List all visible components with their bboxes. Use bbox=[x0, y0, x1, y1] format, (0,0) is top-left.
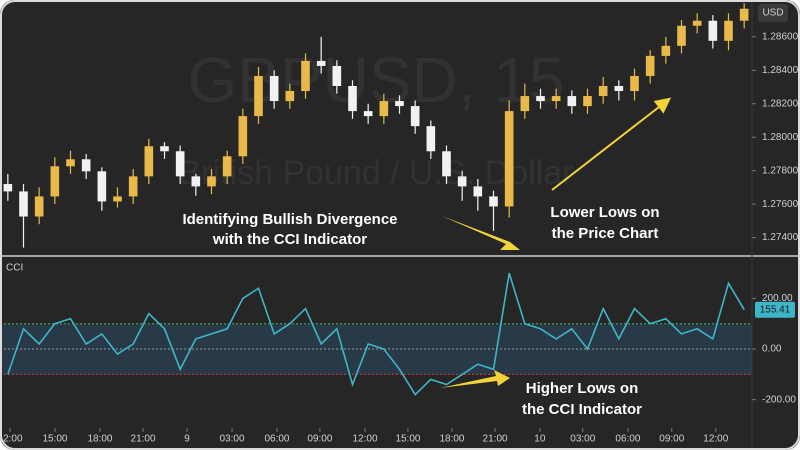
candle-body bbox=[113, 196, 122, 202]
candle-body bbox=[489, 196, 498, 207]
candle-body bbox=[238, 116, 248, 157]
candle-body bbox=[34, 196, 44, 217]
y-tick-label: 1.28400 bbox=[762, 65, 799, 76]
x-tick-label: 12:00 bbox=[703, 434, 728, 445]
candle-body bbox=[410, 106, 420, 127]
x-tick-label: 18:00 bbox=[439, 434, 464, 445]
x-tick-label: 12:00 bbox=[0, 434, 23, 445]
x-tick-label: 18:00 bbox=[87, 434, 112, 445]
candle-body bbox=[3, 184, 13, 192]
y-tick-label: 0.00 bbox=[762, 344, 782, 355]
annotation-line: Lower Lows on bbox=[550, 204, 659, 221]
candle-body bbox=[567, 96, 577, 107]
y-tick-label: 1.27800 bbox=[762, 165, 799, 176]
candle-body bbox=[708, 20, 718, 41]
candle-body bbox=[630, 75, 639, 92]
candle-body bbox=[677, 25, 686, 46]
candle-body bbox=[144, 146, 154, 177]
candle-body bbox=[175, 151, 185, 177]
candle-body bbox=[19, 191, 28, 217]
annotation-line: Higher Lows on bbox=[526, 380, 639, 397]
x-tick-label: 10 bbox=[534, 434, 546, 445]
y-tick-label: 1.28600 bbox=[762, 31, 799, 42]
annotation-line: the Price Chart bbox=[552, 225, 659, 242]
candle-body bbox=[332, 65, 342, 87]
candle-body bbox=[50, 166, 60, 197]
candle-body bbox=[269, 75, 279, 102]
candle-body bbox=[551, 96, 561, 102]
candle-body bbox=[442, 151, 451, 177]
panel-title: CCI bbox=[6, 263, 23, 274]
annotation-line: the CCI Indicator bbox=[522, 401, 642, 418]
x-tick-label: 15:00 bbox=[42, 434, 67, 445]
x-tick-label: 12:00 bbox=[353, 434, 378, 445]
x-tick-label: 03:00 bbox=[220, 434, 245, 445]
candle-body bbox=[614, 86, 624, 92]
x-tick-label: 9 bbox=[184, 434, 190, 445]
candle-body bbox=[222, 156, 232, 177]
candle-body bbox=[598, 86, 608, 97]
candle-body bbox=[536, 96, 545, 102]
currency-badge bbox=[758, 4, 788, 22]
x-tick-label: 21:00 bbox=[483, 434, 508, 445]
annotation-line: with the CCI Indicator bbox=[212, 231, 367, 248]
x-tick-label: 21:00 bbox=[131, 434, 156, 445]
candle-body bbox=[739, 8, 749, 21]
y-tick-label: 1.27600 bbox=[762, 199, 799, 210]
candle-body bbox=[661, 45, 671, 56]
y-tick-label: 1.28000 bbox=[762, 132, 799, 143]
candle-body bbox=[457, 176, 467, 187]
candle-body bbox=[473, 186, 483, 197]
candle-body bbox=[254, 75, 263, 117]
candle-body bbox=[520, 96, 530, 112]
arrow bbox=[442, 216, 520, 250]
cci-line bbox=[7, 272, 745, 396]
x-tick-label: 09:00 bbox=[307, 434, 332, 445]
annotation-line: Identifying Bullish Divergence bbox=[182, 211, 397, 228]
y-tick-label: -200.00 bbox=[762, 394, 796, 405]
arrow bbox=[551, 97, 672, 191]
candle-body bbox=[66, 159, 75, 167]
x-tick-label: 15:00 bbox=[395, 434, 420, 445]
candle-body bbox=[128, 176, 138, 197]
x-tick-label: 06:00 bbox=[615, 434, 640, 445]
candle-body bbox=[301, 60, 310, 92]
candle-body bbox=[160, 146, 169, 152]
last-value-label: 155.41 bbox=[760, 304, 791, 315]
y-tick-label: 1.28200 bbox=[762, 98, 799, 109]
candle-body bbox=[379, 101, 389, 117]
currency-label: USD bbox=[762, 8, 783, 19]
x-tick-label: 06:00 bbox=[264, 434, 289, 445]
candle-body bbox=[395, 101, 404, 107]
candle-body bbox=[426, 126, 436, 152]
last-value-badge bbox=[755, 301, 795, 318]
candle-body bbox=[583, 96, 592, 107]
candle-body bbox=[724, 20, 733, 41]
y-tick-label: 200.00 bbox=[762, 293, 793, 304]
candle-body bbox=[316, 60, 326, 66]
candle-body bbox=[348, 86, 357, 112]
candle-body bbox=[363, 111, 373, 117]
y-tick-label: 1.27400 bbox=[762, 232, 799, 243]
candle-body bbox=[645, 55, 655, 76]
candle-body bbox=[207, 176, 216, 187]
watermark-symbol: GBPUSD, 15 bbox=[187, 44, 564, 116]
candle-body bbox=[97, 171, 107, 202]
arrow bbox=[440, 370, 510, 388]
x-tick-label: 03:00 bbox=[570, 434, 595, 445]
candle-body bbox=[81, 159, 91, 172]
candle-body bbox=[504, 111, 514, 207]
candle-body bbox=[692, 20, 702, 26]
candle-body bbox=[191, 176, 201, 187]
watermark-name: British Pound / U.S. Dollar bbox=[179, 154, 574, 192]
x-tick-label: 09:00 bbox=[659, 434, 684, 445]
candle-body bbox=[285, 91, 295, 102]
